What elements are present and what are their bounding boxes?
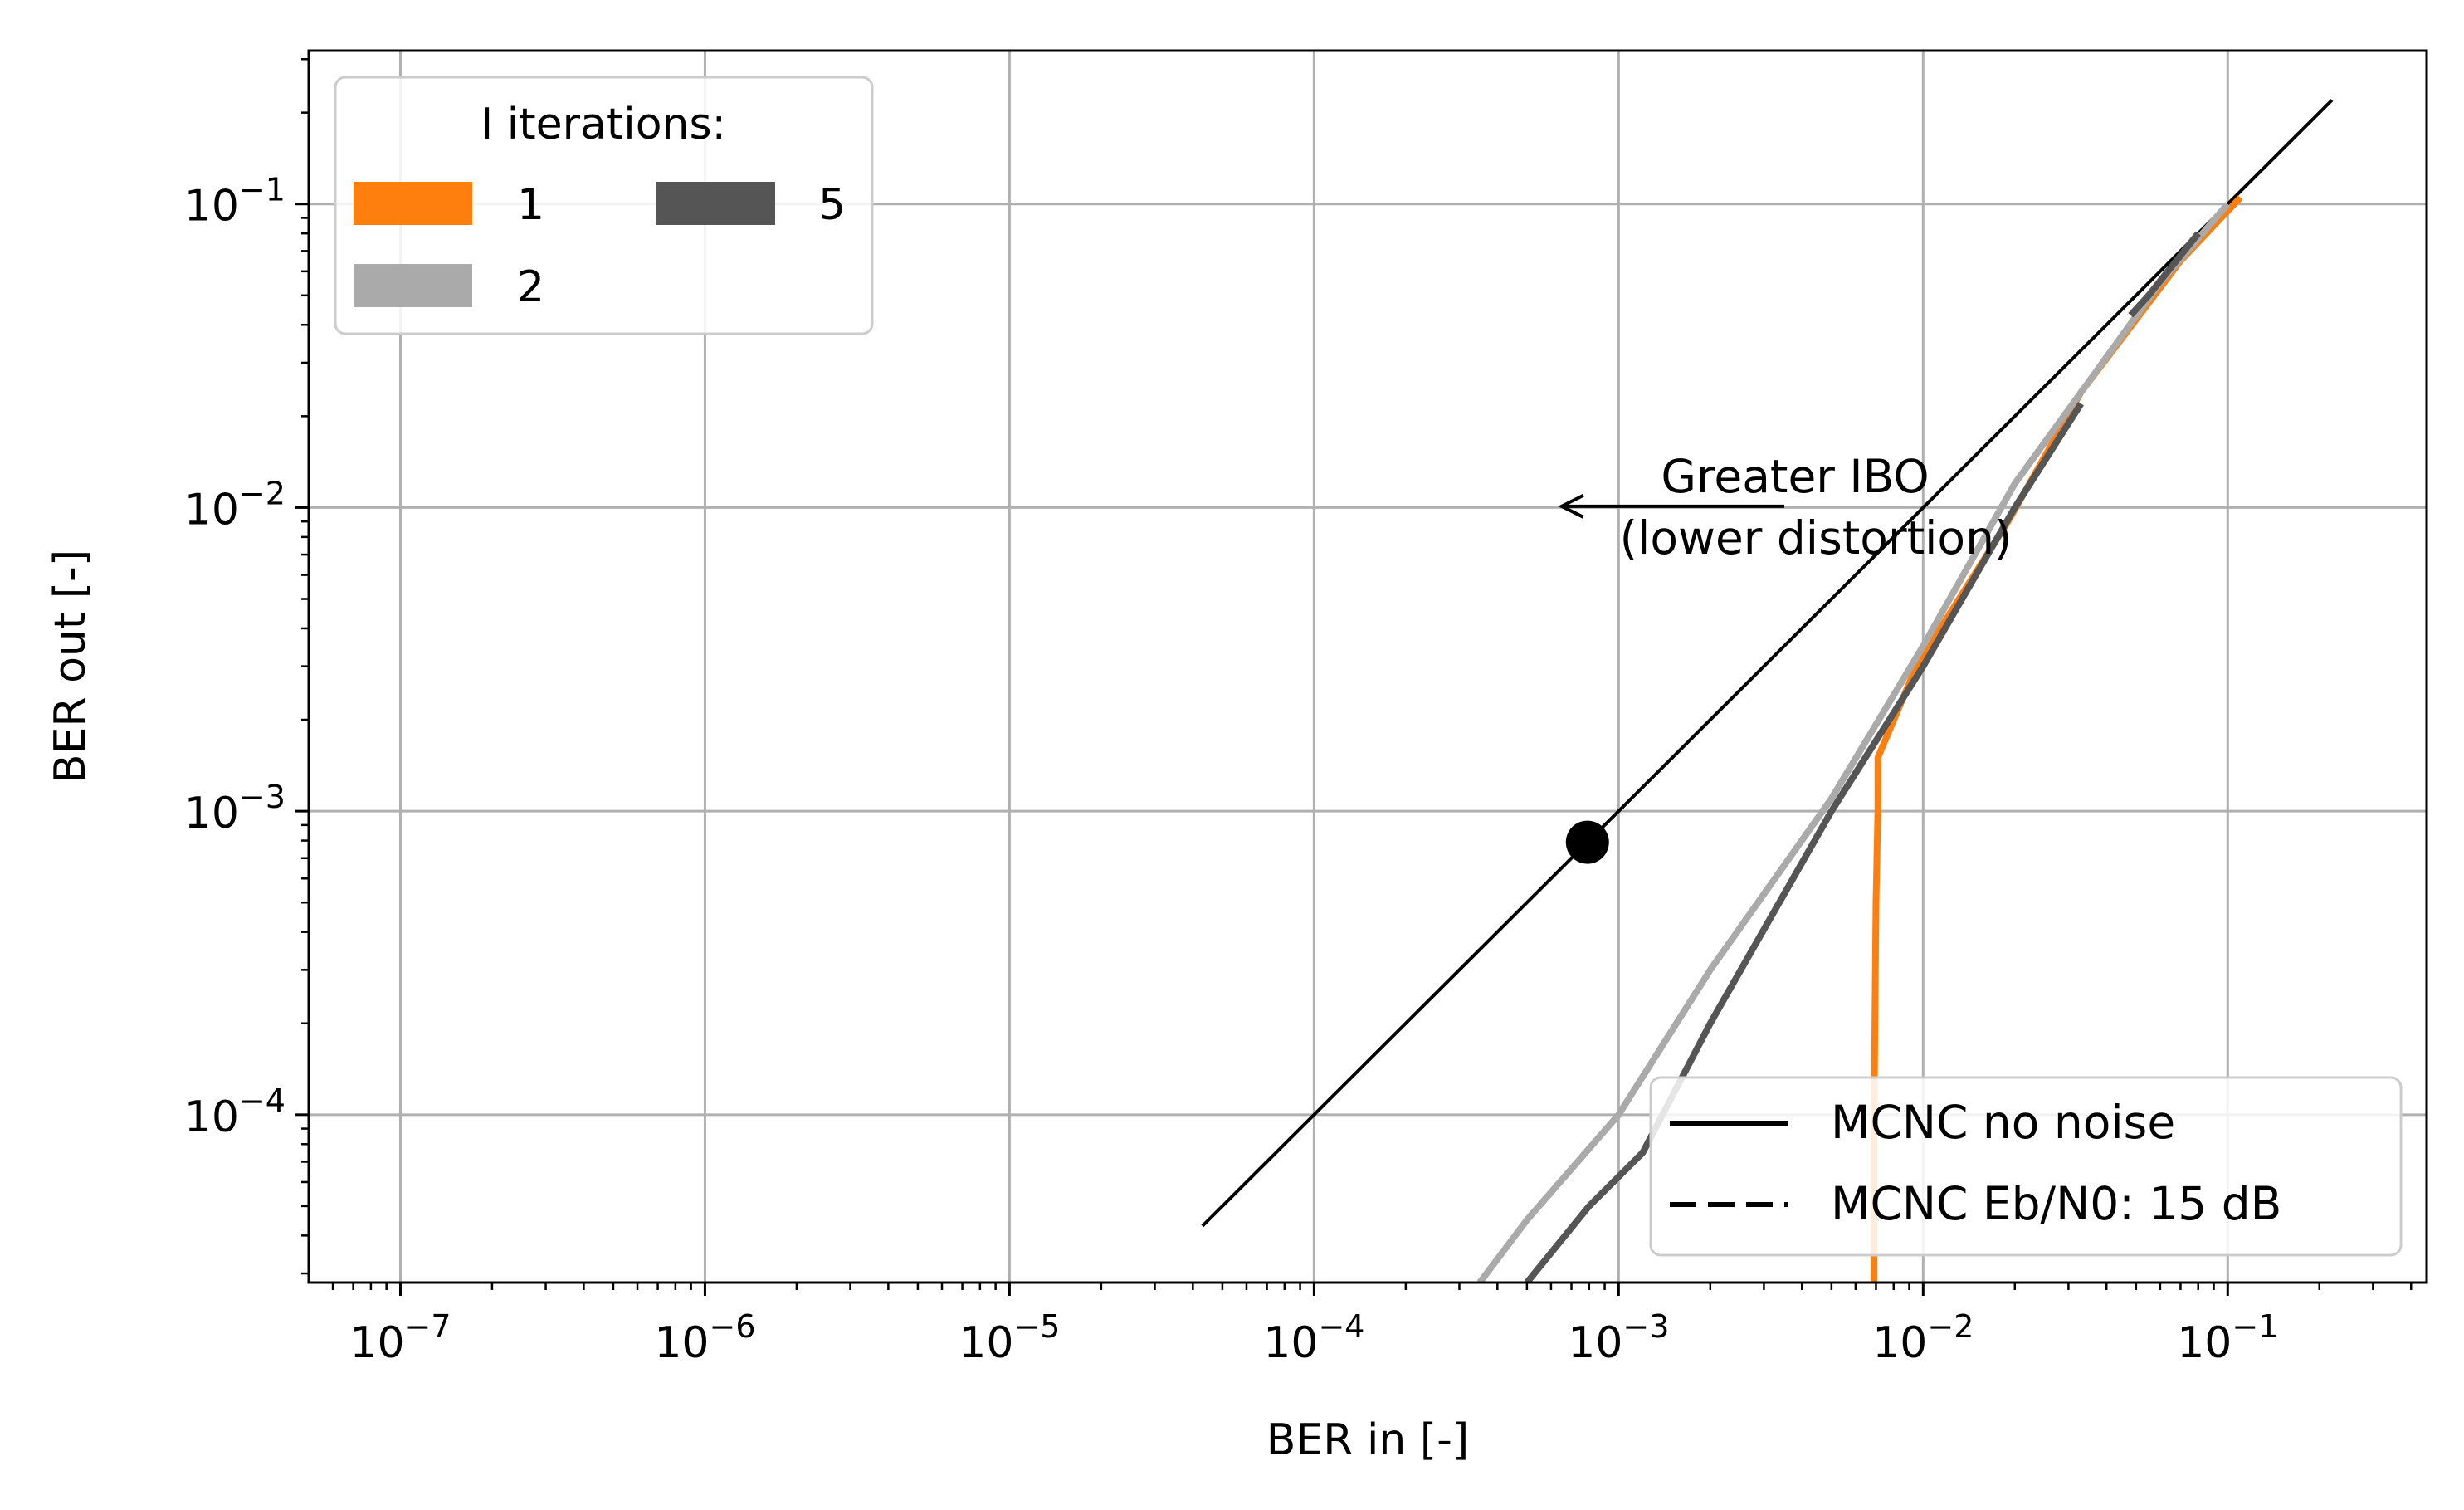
y-tick-label: 10−4 [184,1082,285,1142]
series-line-5 [1524,402,2084,1283]
legend-iterations: I iterations: 1 2 5 [334,76,874,335]
x-tick-base: 10 [1872,1318,1927,1368]
y-axis-label: BER out [-] [46,550,95,784]
x-tick-base: 10 [654,1318,709,1368]
x-tick-base: 10 [959,1318,1013,1368]
series-line-2 [1476,202,2231,1283]
plot-area [1201,99,2334,1283]
x-tick-exponent: −1 [2232,1308,2278,1345]
x-tick-label: 10−7 [349,1308,451,1368]
legend-swatch-2 [354,264,472,307]
legend-swatch-5 [656,182,775,225]
x-tick-labels: 10−7 10−6 10−5 10−4 10−3 10−2 10−1 [349,1308,2278,1368]
y-tick-base: 10 [184,1092,239,1142]
legend-label-1: 1 [517,180,544,230]
annotation-text-line1: Greater IBO [1661,450,1929,503]
x-tick-base: 10 [1568,1318,1622,1368]
reference-line [1201,99,2334,1228]
y-tick-base: 10 [184,182,239,232]
x-tick-exponent: −6 [710,1308,756,1345]
x-tick-exponent: −7 [405,1308,451,1345]
y-tick-labels: 10−410−310−210−1 [184,172,285,1142]
x-tick-exponent: −5 [1013,1308,1060,1345]
x-tick-base: 10 [1263,1318,1318,1368]
marker-point [1565,820,1609,864]
y-tick-label: 10−1 [184,172,285,232]
axes-frame [307,49,2428,1284]
annotation-arrow-head [1558,494,1584,519]
x-axis-label: BER in [-] [1266,1415,1469,1465]
y-tick-exponent: −2 [239,475,285,511]
annotation: Greater IBO (lower distortion) [1558,450,2013,564]
x-tick-exponent: −4 [1318,1308,1364,1345]
legend-line-style: MCNC no noise MCNC Eb/N0: 15 dB [1649,1076,2403,1257]
y-tick-exponent: −1 [239,172,285,208]
legend-label-5: 5 [818,180,846,230]
annotation-text-line2: (lower distortion) [1620,511,2013,564]
legend-label-no-noise: MCNC no noise [1831,1096,2175,1149]
legend-label-ebn0: MCNC Eb/N0: 15 dB [1831,1177,2281,1230]
y-tick-base: 10 [184,485,239,535]
y-tick-base: 10 [184,789,239,838]
y-tick-label: 10−2 [184,475,285,535]
x-tick-base: 10 [349,1318,404,1368]
y-tick-exponent: −4 [239,1082,285,1119]
y-tick-exponent: −3 [239,779,285,815]
x-tick-label: 10−6 [654,1308,755,1368]
x-tick-base: 10 [2177,1318,2232,1368]
legend-swatch-1 [354,182,472,225]
grid [309,51,2427,1283]
legend-label-2: 2 [517,262,544,312]
x-tick-exponent: −2 [1927,1308,1974,1345]
legend-line-style-box [1649,1076,2403,1257]
major-ticks [295,203,2229,1296]
x-tick-label: 10−5 [959,1308,1060,1368]
x-tick-label: 10−3 [1568,1308,1669,1368]
x-tick-label: 10−4 [1263,1308,1364,1368]
series-segment-5 [2128,231,2201,318]
x-tick-exponent: −3 [1622,1308,1669,1345]
legend-iterations-title: I iterations: [481,100,726,149]
x-tick-label: 10−1 [2177,1308,2278,1368]
x-tick-label: 10−2 [1872,1308,1974,1368]
y-tick-label: 10−3 [184,779,285,838]
